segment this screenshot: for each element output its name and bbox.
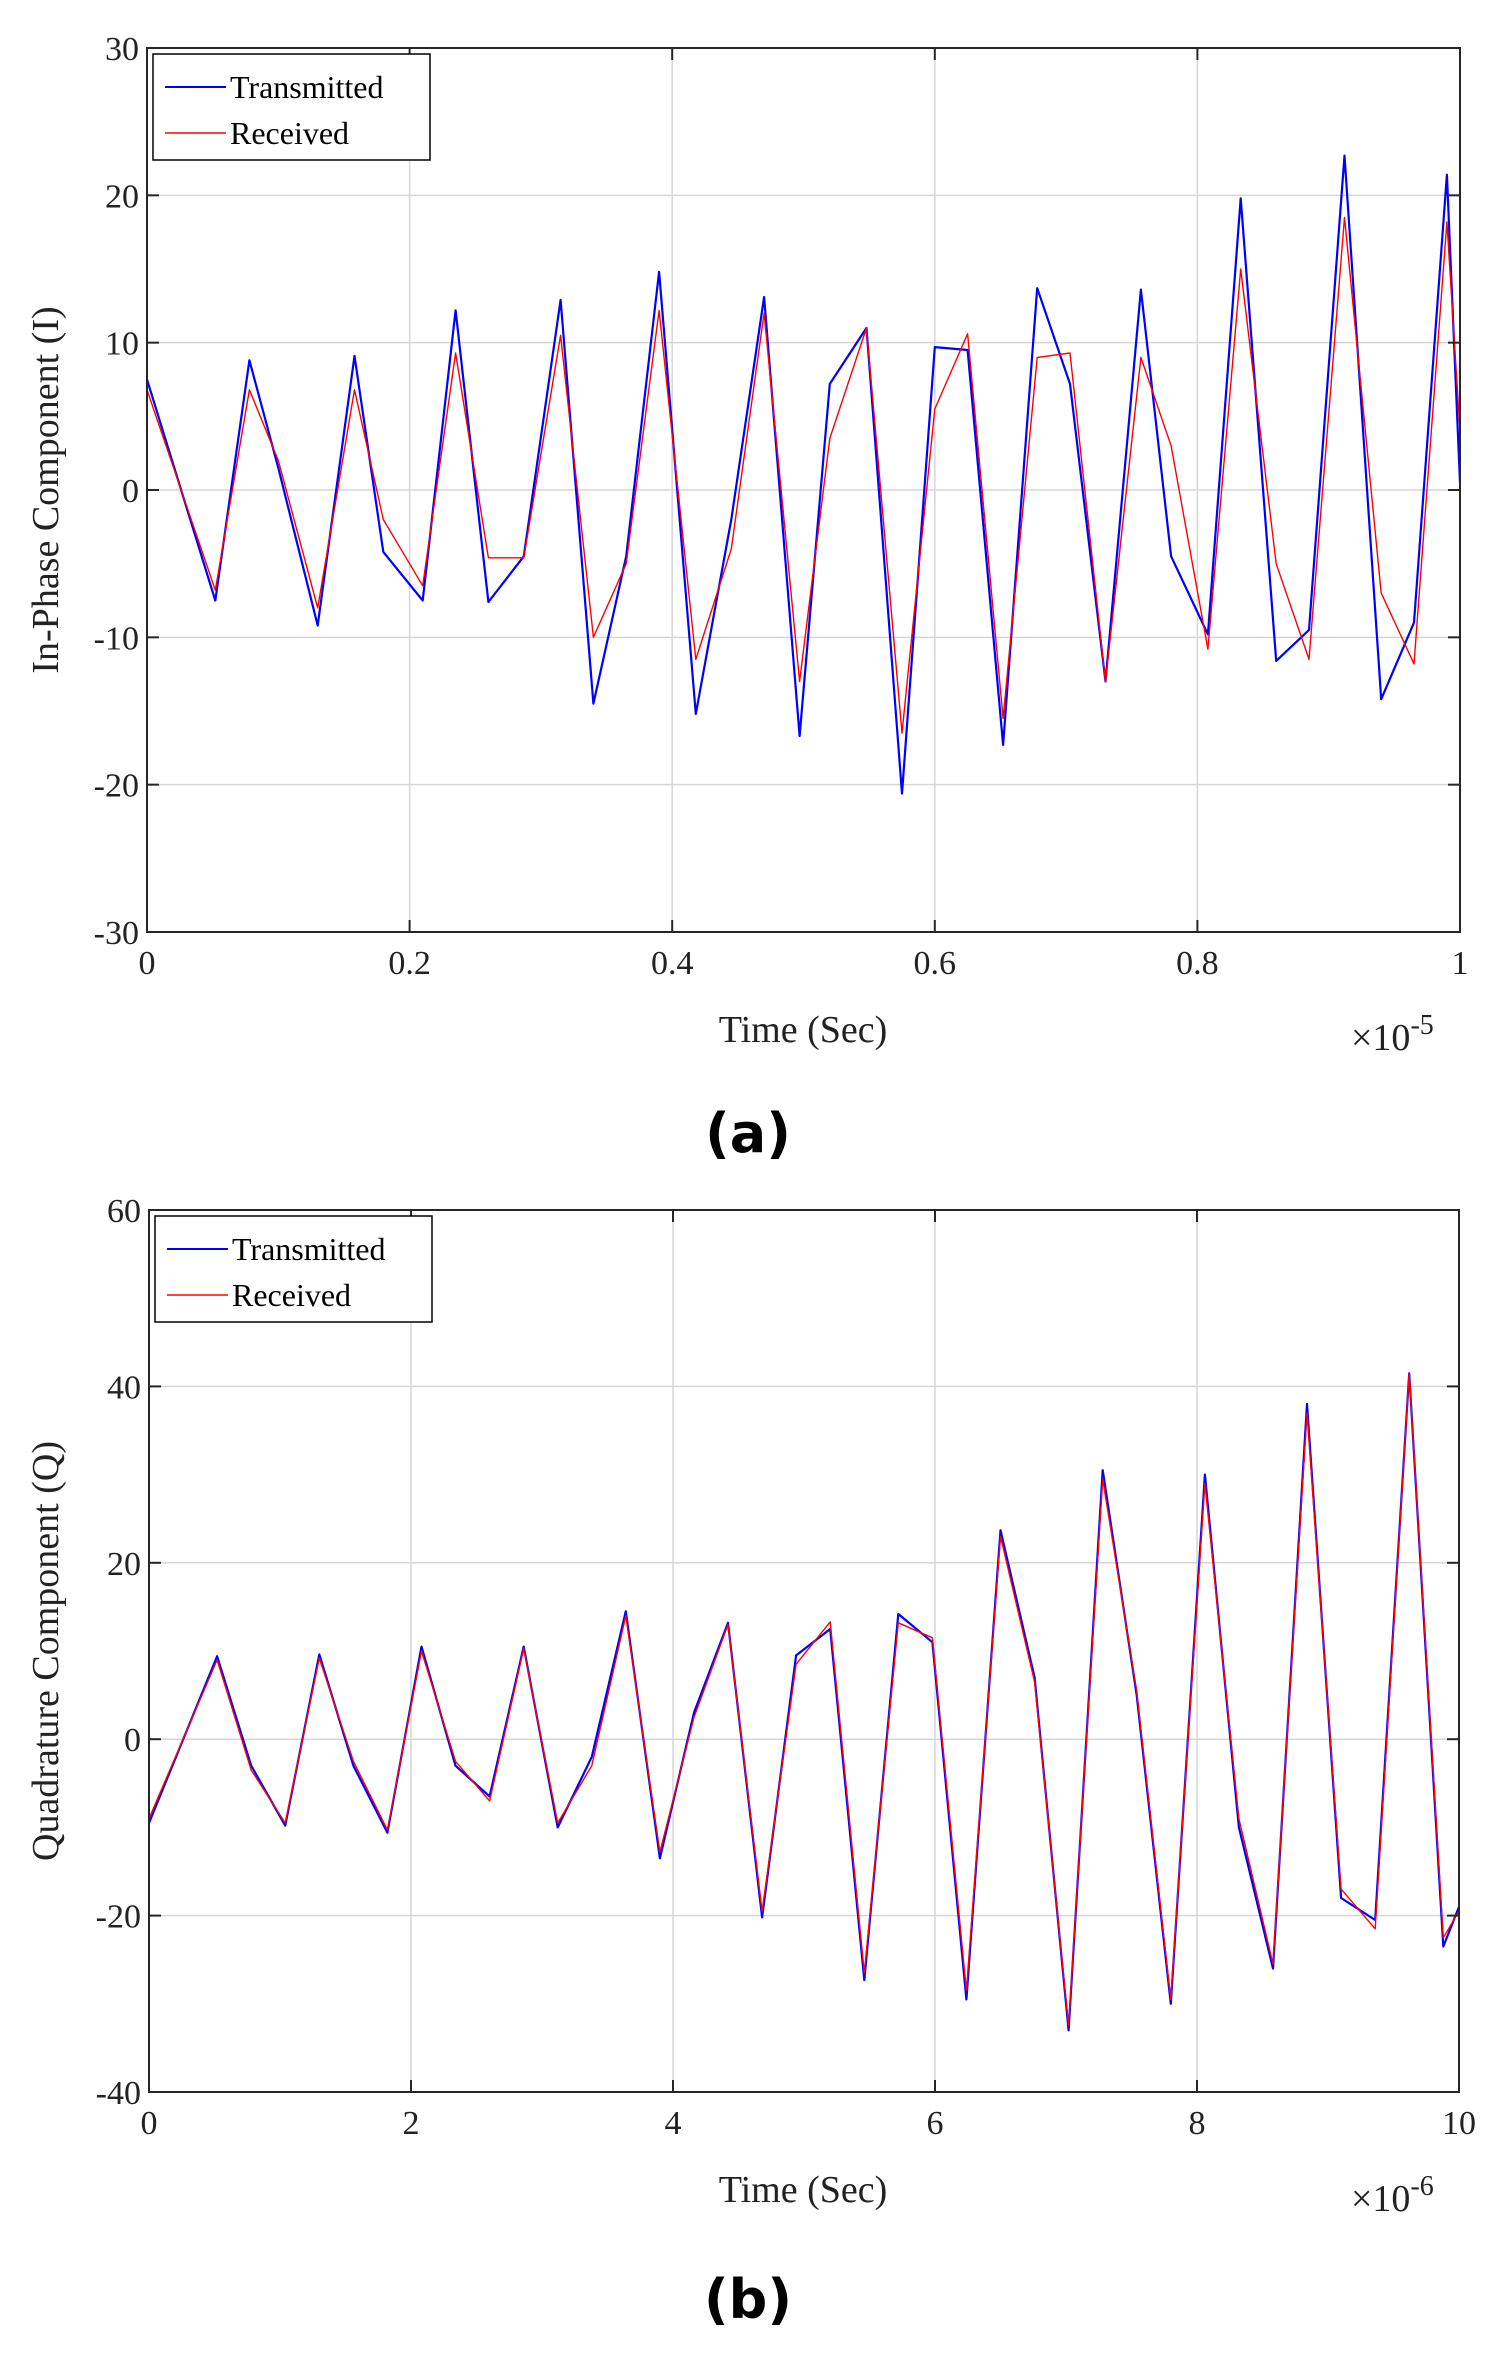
- y-tick-label: 0: [124, 1722, 141, 1759]
- legend-box-b: [154, 1215, 433, 1323]
- y-ticks-a: -30 -20 -10 0 10 20 30: [94, 31, 1460, 952]
- legend-label-received-b: Received: [232, 1277, 351, 1313]
- y-tick-label: 10: [105, 326, 139, 363]
- x-multiplier-exp-a: -5: [1410, 1010, 1433, 1041]
- x-tick-label: 0.8: [1176, 945, 1219, 982]
- x-ticks-b: 0 2 4 6 8 10: [141, 1210, 1476, 2142]
- y-tick-label: 0: [122, 473, 139, 510]
- x-tick-label: 0.4: [651, 945, 694, 982]
- x-multiplier-a: ×10-5: [1351, 1010, 1434, 1059]
- y-tick-label: -10: [94, 620, 139, 657]
- panel-label-a: (a): [705, 1102, 791, 1165]
- y-tick-label: -20: [94, 768, 139, 805]
- panel-label-b: (b): [704, 2268, 792, 2331]
- legend-a: Transmitted Received: [152, 53, 431, 161]
- x-tick-label: 6: [927, 2105, 944, 2142]
- series-line-received: [148, 1372, 1460, 2027]
- lines-a: [145, 154, 1462, 795]
- y-tick-label: 20: [107, 1546, 141, 1583]
- legend-label-transmitted-b: Transmitted: [232, 1231, 386, 1267]
- x-axis-label-b: Time (Sec): [719, 2169, 888, 2211]
- x-tick-label: 0: [141, 2105, 158, 2142]
- x-tick-label: 1: [1452, 945, 1469, 982]
- y-tick-label: 30: [105, 31, 139, 68]
- y-tick-label: -40: [96, 2075, 141, 2112]
- x-multiplier-base-b: ×10: [1351, 2178, 1410, 2220]
- x-axis-label-a: Time (Sec): [719, 1009, 888, 1051]
- lines-b: [147, 1372, 1461, 2032]
- x-tick-label: 0.6: [914, 945, 957, 982]
- x-ticks-a: 0 0.2 0.4 0.6 0.8 1: [139, 48, 1469, 982]
- y-axis-label-a: In-Phase Component (I): [25, 306, 67, 673]
- y-tick-label: 40: [107, 1369, 141, 1406]
- series-line-transmitted: [145, 154, 1462, 795]
- legend-b: Transmitted Received: [154, 1215, 433, 1323]
- legend-box-a: [152, 53, 431, 161]
- series-line-received: [146, 216, 1461, 734]
- plot-area-b: [149, 1210, 1459, 2092]
- legend-label-transmitted-a: Transmitted: [230, 69, 384, 105]
- x-multiplier-b: ×10-6: [1351, 2171, 1434, 2220]
- y-ticks-b: -40 -20 0 20 40 60: [96, 1193, 1459, 2112]
- x-multiplier-exp-b: -6: [1410, 2171, 1433, 2202]
- x-tick-label: 2: [403, 2105, 420, 2142]
- x-multiplier-base-a: ×10: [1351, 1017, 1410, 1059]
- y-axis-label-b: Quadrature Component (Q): [25, 1441, 67, 1861]
- grid-a: [146, 47, 1461, 933]
- x-tick-label: 10: [1442, 2105, 1476, 2142]
- x-tick-label: 8: [1189, 2105, 1206, 2142]
- x-tick-label: 4: [665, 2105, 682, 2142]
- y-tick-label: -20: [96, 1899, 141, 1936]
- y-tick-label: 60: [107, 1193, 141, 1230]
- y-tick-label: 20: [105, 178, 139, 215]
- axes-frame-b: [148, 1209, 1460, 2093]
- chart-a: 0 0.2 0.4 0.6 0.8 1 -30 -20 -10 0 10 20 30 Time (Se…: [25, 31, 1469, 1165]
- x-tick-label: 0.2: [388, 945, 431, 982]
- y-tick-label: -30: [94, 915, 139, 952]
- x-tick-label: 0: [139, 945, 156, 982]
- chart-b: 0 2 4 6 8 10 -40 -20 0 20 40 60 Time (Sec) Quadrat…: [25, 1193, 1476, 2331]
- legend-label-received-a: Received: [230, 115, 349, 151]
